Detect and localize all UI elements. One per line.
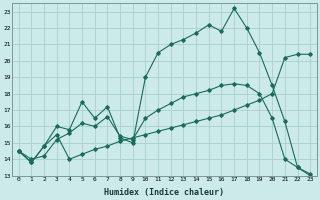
X-axis label: Humidex (Indice chaleur): Humidex (Indice chaleur) [104,188,224,197]
